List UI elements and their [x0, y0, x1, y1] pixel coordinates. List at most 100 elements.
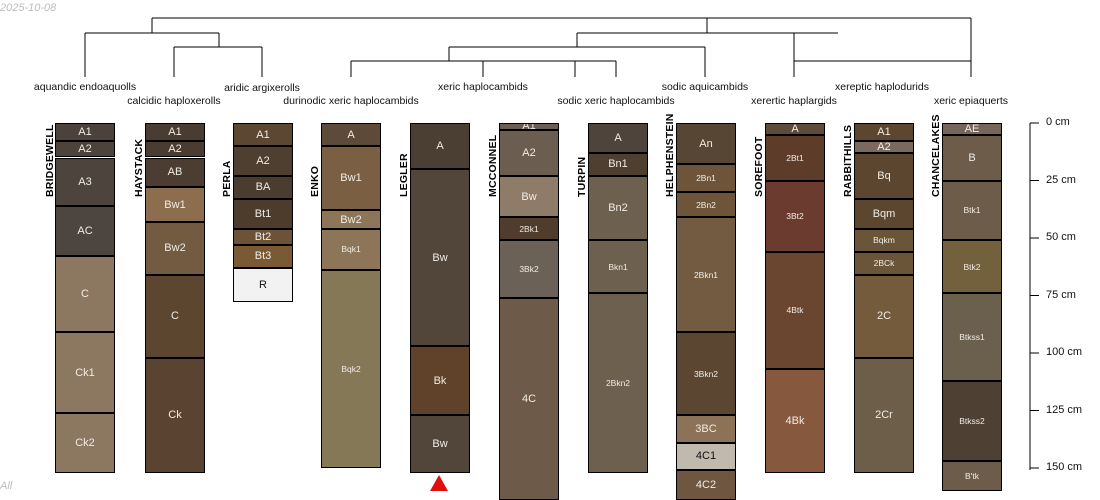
- horizon: 2Bn2: [676, 192, 736, 218]
- horizon: An: [676, 123, 736, 165]
- depth-tick-label: 0 cm: [1046, 116, 1070, 128]
- horizon: 2C: [854, 274, 914, 358]
- horizon-label: A1: [256, 128, 270, 141]
- horizon: Bqkm: [854, 228, 914, 252]
- horizon: 2BCk: [854, 251, 914, 275]
- horizon-label: 2Bkn2: [605, 377, 631, 388]
- horizon-label: A2: [168, 143, 182, 156]
- horizon-label: Bn2: [608, 202, 628, 215]
- taxon-label: durinodic xeric haplocambids: [283, 95, 419, 107]
- horizon: A1: [55, 123, 115, 142]
- horizon-label: B: [968, 151, 976, 164]
- horizon-label: Bqkm: [873, 235, 895, 246]
- horizon-label: Bw2: [340, 213, 362, 226]
- depth-tick-label: 100 cm: [1046, 346, 1083, 358]
- horizon: Bqk2: [321, 270, 381, 468]
- horizon-label: A1: [78, 126, 92, 139]
- horizon: C: [55, 256, 115, 333]
- footer-label: All: [0, 480, 13, 492]
- horizon-label: Btk2: [963, 261, 981, 272]
- horizon: A1: [854, 123, 914, 142]
- horizon: Bw2: [321, 210, 381, 229]
- horizon-label: 2Cr: [875, 409, 893, 422]
- horizon: Btkss2: [942, 380, 1002, 462]
- horizon-label: A3: [78, 175, 92, 188]
- horizon-label: A1: [877, 126, 891, 139]
- horizon: 4C1: [676, 442, 736, 471]
- horizon-label: 2Bt1: [786, 152, 804, 163]
- profile-name: SOREFOOT: [753, 136, 765, 197]
- horizon: 4C2: [676, 470, 736, 500]
- horizon-label: 3Bk2: [519, 264, 539, 275]
- profile-name: LEGLER: [398, 153, 410, 197]
- horizon-label: C: [171, 310, 179, 323]
- horizon-label: 3BC: [695, 422, 717, 435]
- horizon: Ck2: [55, 412, 115, 473]
- horizon: 4Btk: [765, 251, 825, 370]
- profile-name: HELPHENSTEIN: [664, 113, 676, 198]
- taxon-label: xeric epiaquerts: [933, 95, 1009, 107]
- horizon-label: B'tk: [965, 471, 979, 482]
- horizon: B: [942, 134, 1002, 181]
- depth-tick-label: 125 cm: [1046, 403, 1083, 416]
- horizon: 3Bt2: [765, 180, 825, 252]
- horizon: 4Bk: [765, 369, 825, 473]
- horizon-label: 2C: [876, 310, 892, 323]
- horizon: 2Bt1: [765, 134, 825, 181]
- horizon-label: A: [347, 128, 355, 141]
- taxon-label: xeric haplocambids: [438, 81, 528, 93]
- horizon: Bw: [410, 169, 470, 347]
- horizon-label: An: [699, 137, 713, 150]
- horizon-label: Ck2: [75, 436, 95, 449]
- horizon: A: [321, 123, 381, 146]
- profile-name: ENKO: [309, 165, 321, 197]
- horizon-label: A2: [78, 143, 92, 156]
- horizon: Bqk1: [321, 228, 381, 271]
- horizon: Bt3: [233, 244, 293, 268]
- horizon-label: A: [436, 140, 444, 152]
- horizon-label: Btkss1: [959, 331, 985, 342]
- horizon-label: Btk1: [963, 205, 981, 216]
- horizon: 2Bk1: [499, 217, 559, 241]
- taxon-label: aridic argixerolls: [224, 82, 300, 94]
- horizon: Bn1: [588, 152, 648, 176]
- horizon-label: Bq: [877, 169, 891, 182]
- date-label: 2025-10-08: [0, 2, 57, 14]
- horizon: AE: [942, 123, 1002, 135]
- horizon: A2: [55, 141, 115, 158]
- horizon-label: Bt2: [254, 230, 272, 243]
- horizon-label: Bw: [432, 251, 448, 264]
- horizon: BA: [233, 175, 293, 199]
- horizon: 2Bkn2: [588, 293, 648, 473]
- horizon: Bw: [499, 175, 559, 218]
- horizon: A1: [233, 123, 293, 146]
- horizon-label: Bkn1: [608, 261, 628, 272]
- profile-name: TURPIN: [576, 156, 588, 197]
- horizon-label: Bk: [433, 374, 447, 387]
- horizon-label: 4C: [521, 392, 537, 405]
- horizon-label: A: [614, 131, 622, 144]
- horizon: Ck1: [55, 332, 115, 413]
- horizon: Btk1: [942, 180, 1002, 241]
- horizon: Bw1: [145, 187, 205, 222]
- horizon-label: 4C1: [695, 450, 717, 463]
- horizon: B'tk: [942, 461, 1002, 491]
- horizon: 2Bn1: [676, 164, 736, 192]
- bottom-marker-icon: [430, 475, 448, 491]
- horizon: 4C: [499, 297, 559, 500]
- taxon-label: calcidic haploxerolls: [127, 95, 221, 107]
- horizon-label: 4Bk: [785, 414, 805, 427]
- horizon-label: AB: [167, 166, 183, 179]
- horizon-label: A: [791, 123, 799, 135]
- horizon: A2: [145, 141, 205, 158]
- horizon: Bt2: [233, 228, 293, 245]
- horizon: Btk2: [942, 240, 1002, 294]
- taxon-label: sodic aquicambids: [661, 81, 749, 93]
- horizon: 3Bk2: [499, 240, 559, 298]
- horizon-label: 3Bkn2: [693, 368, 719, 379]
- horizon-label: A2: [877, 141, 891, 153]
- horizon-label: Bqk2: [341, 364, 361, 375]
- depth-tick-label: 25 cm: [1046, 173, 1076, 186]
